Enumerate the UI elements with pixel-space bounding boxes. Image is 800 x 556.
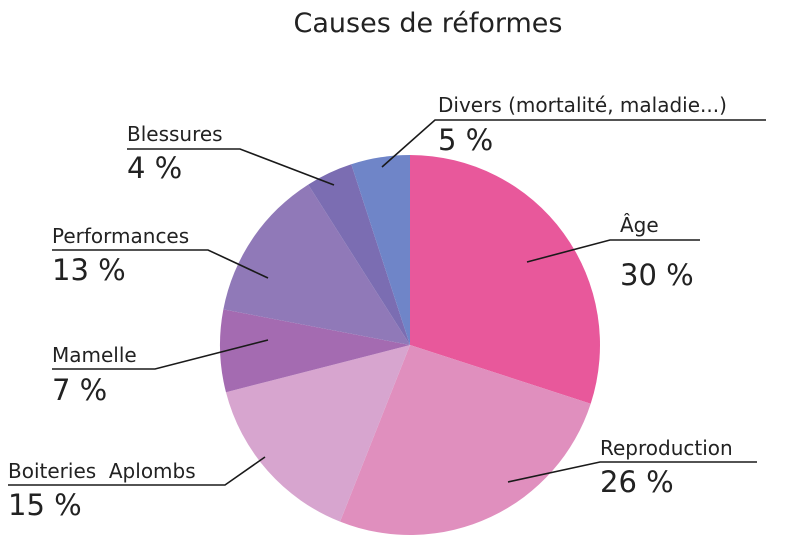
- slice-percent-mamelle: 7 %: [52, 373, 107, 407]
- slice-percent-blessures: 4 %: [127, 151, 182, 185]
- pie-slices: [220, 155, 600, 536]
- slice-label-boiteries-aplombs: Boiteries Aplombs: [8, 459, 196, 483]
- leader-line-reproduction: [507, 461, 757, 483]
- slice-percent-divers: 5 %: [438, 123, 493, 157]
- chart-title: Causes de réformes: [294, 8, 563, 39]
- slice-label-reproduction: Reproduction: [600, 436, 733, 460]
- leader-line-boiteries-aplombs: [8, 456, 266, 486]
- slice-percent-age: 30 %: [620, 258, 694, 292]
- slice-label-performances: Performances: [52, 224, 189, 248]
- leader-lines: [8, 119, 766, 486]
- pie-slice-mamelle: [220, 309, 410, 393]
- slice-label-mamelle: Mamelle: [52, 343, 137, 367]
- slice-percent-performances: 13 %: [52, 253, 126, 287]
- slice-label-divers: Divers (mortalité, maladie...): [438, 93, 727, 117]
- pie-slice-divers: [351, 155, 410, 345]
- slice-percent-boiteries-aplombs: 15 %: [8, 488, 82, 522]
- leader-line-blessures: [127, 148, 335, 186]
- pie-slice-blessures: [308, 164, 410, 345]
- leader-line-mamelle: [52, 339, 269, 370]
- pie-slice-age: [410, 155, 600, 404]
- slice-label-age: Âge: [620, 213, 659, 237]
- slice-label-blessures: Blessures: [127, 122, 223, 146]
- leader-line-divers: [381, 119, 766, 168]
- leader-line-age: [526, 239, 700, 263]
- slice-labels: Âge 30 % Reproduction 26 % Boiteries Aplombs…: [8, 93, 733, 522]
- pie-slice-performances: [223, 184, 410, 345]
- pie-slice-boiteries-aplombs: [225, 345, 410, 522]
- pie-slice-reproduction: [340, 345, 591, 536]
- leader-line-performances: [52, 249, 269, 279]
- slice-percent-reproduction: 26 %: [600, 465, 674, 499]
